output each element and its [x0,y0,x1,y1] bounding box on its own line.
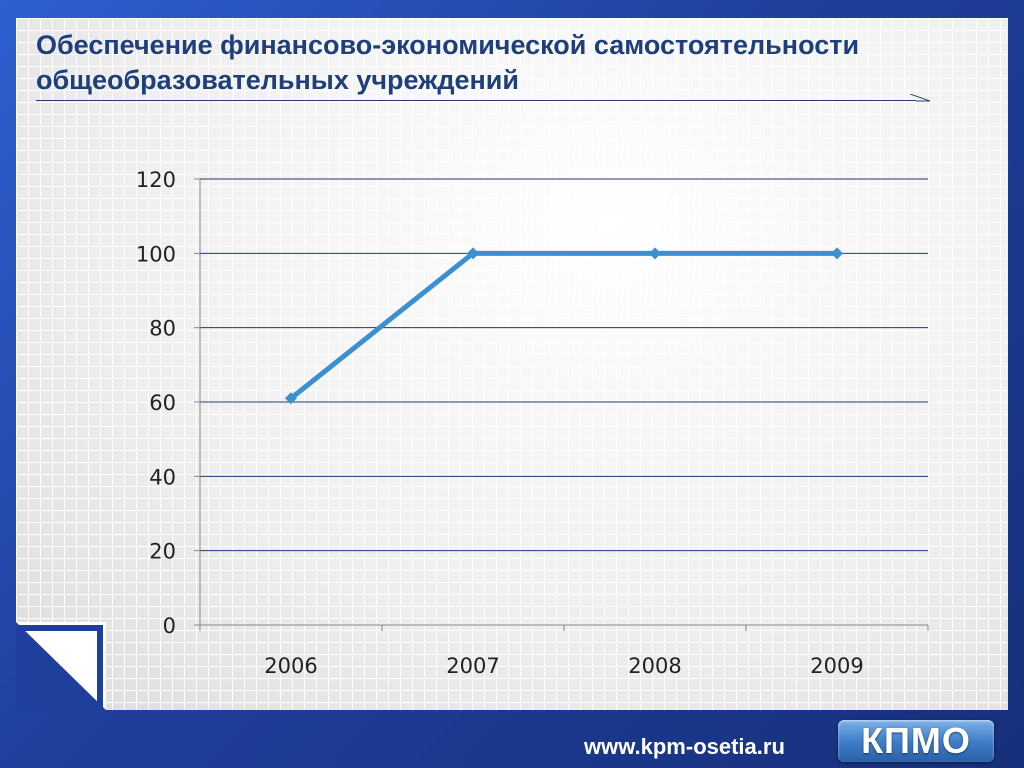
title-line-2: общеобразовательных учреждений [36,65,519,95]
y-tick-label: 40 [149,465,176,489]
y-tick-label: 0 [163,614,176,638]
x-tick-label: 2006 [264,654,317,678]
logo-text: КПМО [861,720,971,761]
x-tick-label: 2008 [628,654,681,678]
series-line [288,250,840,401]
y-tick-label: 60 [149,391,176,415]
kpmo-logo: КПМО [838,720,994,762]
series-layer [285,247,843,405]
corner-decoration [16,622,106,710]
y-tick-label: 120 [136,168,176,192]
axis-layer [194,178,929,631]
label-layer: 0 20 40 60 80 100 120 2006 2007 2008 2009 [136,168,864,678]
data-point [467,247,479,260]
footer-url[interactable]: www.kpm-osetia.ru [584,734,785,759]
title-line-1: Обеспечение финансово-экономической само… [36,30,860,60]
y-tick-label: 20 [149,540,176,564]
data-point [649,247,661,260]
x-tick-label: 2009 [810,654,863,678]
y-tick-label: 100 [136,242,176,266]
y-tick-label: 80 [149,317,176,341]
data-point [831,247,843,260]
title-underline-tick [910,94,930,102]
data-point [285,392,297,405]
grid-layer [200,178,928,552]
slide-title: Обеспечение финансово-экономической само… [36,28,996,98]
slide-panel [16,18,1008,710]
x-tick-label: 2007 [446,654,499,678]
title-underline [36,100,916,101]
